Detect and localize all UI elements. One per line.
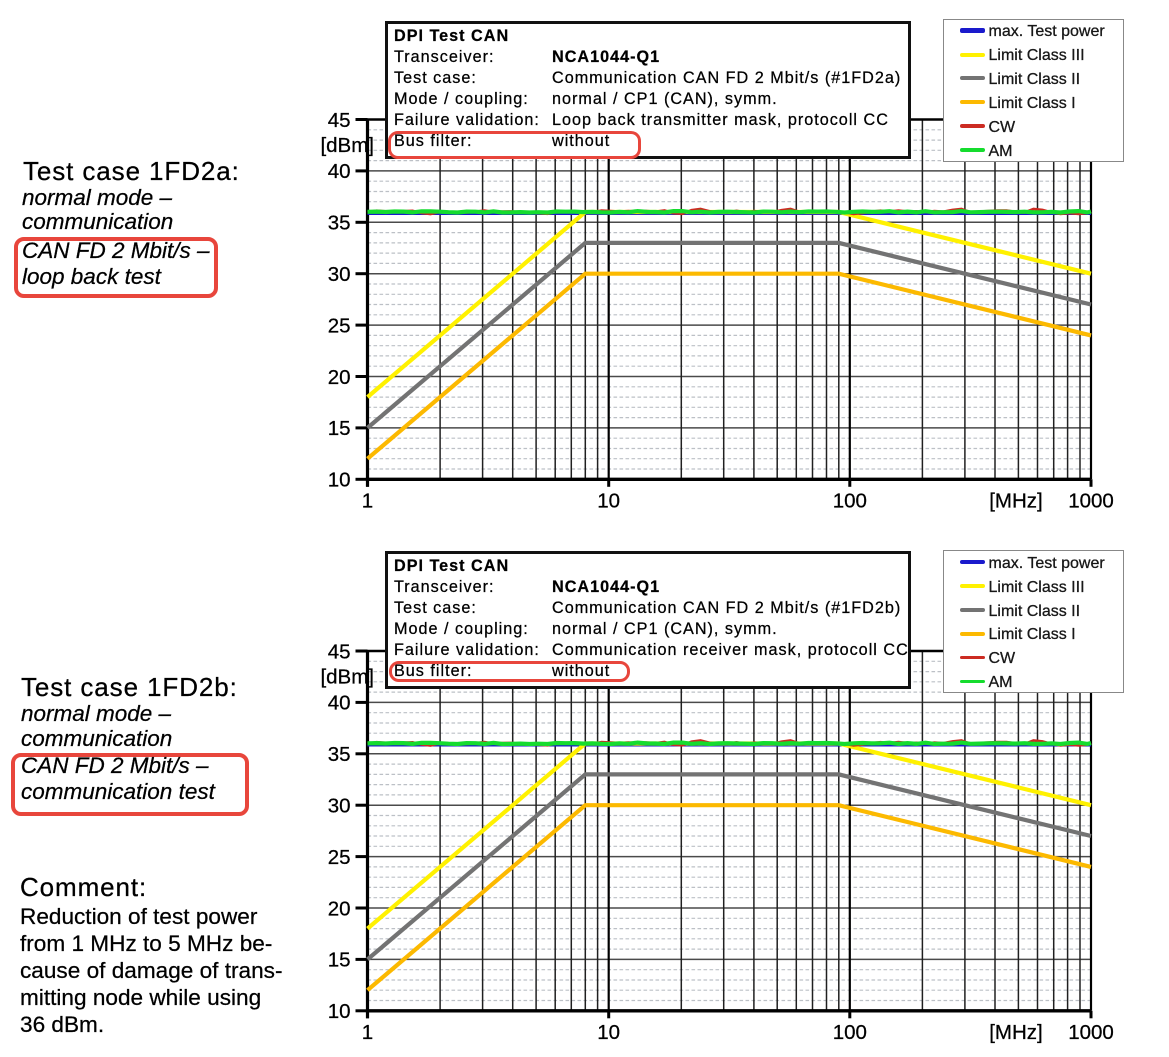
svg-text:35: 35 [328, 212, 351, 235]
svg-text:30: 30 [328, 795, 351, 818]
svg-text:1000: 1000 [1068, 1021, 1114, 1044]
svg-text:20: 20 [328, 897, 351, 920]
svg-text:45: 45 [328, 640, 351, 663]
svg-text:1000: 1000 [1068, 490, 1114, 513]
svg-text:40: 40 [328, 160, 351, 183]
svg-text:45: 45 [328, 109, 351, 132]
svg-text:30: 30 [328, 263, 351, 286]
svg-text:[dBm]: [dBm] [320, 666, 374, 689]
svg-text:1: 1 [362, 490, 373, 513]
svg-text:25: 25 [328, 846, 351, 869]
svg-text:[dBm]: [dBm] [320, 134, 374, 157]
svg-text:10: 10 [328, 1000, 351, 1023]
svg-text:10: 10 [328, 469, 351, 492]
svg-text:10: 10 [597, 490, 620, 513]
svg-text:[MHz]: [MHz] [989, 1021, 1043, 1044]
svg-text:100: 100 [833, 1021, 867, 1044]
svg-text:35: 35 [328, 743, 351, 766]
svg-text:15: 15 [328, 417, 351, 440]
svg-text:10: 10 [597, 1021, 620, 1044]
svg-text:15: 15 [328, 949, 351, 972]
svg-text:25: 25 [328, 314, 351, 337]
svg-text:1: 1 [362, 1021, 373, 1044]
svg-text:20: 20 [328, 366, 351, 389]
svg-text:100: 100 [833, 490, 867, 513]
svg-text:40: 40 [328, 692, 351, 715]
svg-text:[MHz]: [MHz] [989, 490, 1043, 513]
